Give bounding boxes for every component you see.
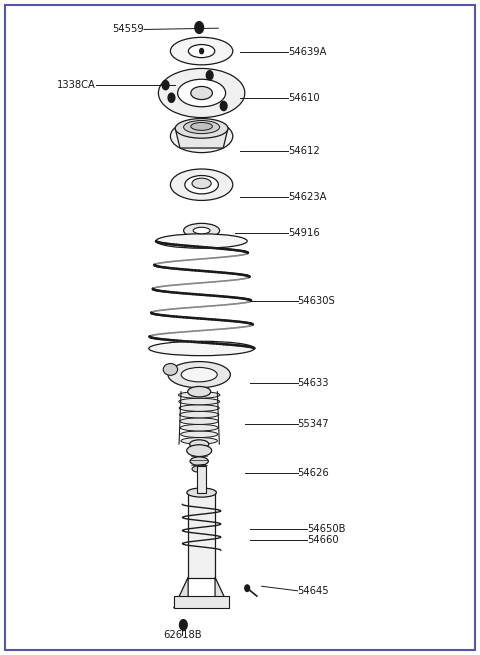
Ellipse shape <box>187 445 212 457</box>
Text: 54559: 54559 <box>112 24 144 35</box>
Polygon shape <box>175 128 228 148</box>
Ellipse shape <box>175 119 228 138</box>
Ellipse shape <box>191 122 212 130</box>
Ellipse shape <box>181 438 217 444</box>
Text: 54610: 54610 <box>288 93 320 103</box>
Circle shape <box>206 71 213 80</box>
Ellipse shape <box>178 79 226 107</box>
Ellipse shape <box>192 466 206 472</box>
Ellipse shape <box>158 69 245 118</box>
Ellipse shape <box>179 405 219 411</box>
Bar <box>188 493 215 578</box>
Text: 54623A: 54623A <box>288 191 326 202</box>
Text: 54645: 54645 <box>298 586 329 596</box>
Circle shape <box>168 93 175 102</box>
Ellipse shape <box>191 86 212 100</box>
Ellipse shape <box>188 386 211 397</box>
Text: 54639A: 54639A <box>288 47 326 58</box>
Polygon shape <box>215 577 229 608</box>
Ellipse shape <box>185 176 218 194</box>
Text: 62618B: 62618B <box>163 630 202 641</box>
Ellipse shape <box>181 367 217 382</box>
Circle shape <box>220 102 227 111</box>
Ellipse shape <box>192 178 211 189</box>
Text: 54630S: 54630S <box>298 296 336 307</box>
Text: 54916: 54916 <box>288 227 320 238</box>
Bar <box>174 596 229 608</box>
Ellipse shape <box>168 362 230 388</box>
Ellipse shape <box>179 392 220 398</box>
Text: 54626: 54626 <box>298 468 329 478</box>
Ellipse shape <box>180 411 219 418</box>
Ellipse shape <box>183 121 220 134</box>
Circle shape <box>162 81 169 90</box>
Polygon shape <box>198 465 205 493</box>
Circle shape <box>195 22 204 33</box>
Ellipse shape <box>190 457 208 465</box>
Ellipse shape <box>156 234 247 248</box>
Ellipse shape <box>187 488 216 497</box>
Ellipse shape <box>170 169 233 200</box>
Text: 55347: 55347 <box>298 419 329 430</box>
Circle shape <box>200 48 204 54</box>
Ellipse shape <box>163 364 178 375</box>
Ellipse shape <box>170 37 233 65</box>
Ellipse shape <box>180 424 218 431</box>
Ellipse shape <box>190 440 209 448</box>
Circle shape <box>180 620 187 630</box>
Ellipse shape <box>180 431 218 438</box>
Text: 54633: 54633 <box>298 378 329 388</box>
Ellipse shape <box>193 227 210 234</box>
Text: 54660: 54660 <box>307 534 339 545</box>
Text: 54650B: 54650B <box>307 524 346 534</box>
Text: 54612: 54612 <box>288 145 320 156</box>
Text: 1338CA: 1338CA <box>57 80 96 90</box>
Ellipse shape <box>180 418 218 424</box>
Ellipse shape <box>183 223 220 238</box>
Polygon shape <box>174 577 188 608</box>
Ellipse shape <box>188 45 215 58</box>
Ellipse shape <box>170 120 233 153</box>
Ellipse shape <box>149 341 254 356</box>
Circle shape <box>245 585 250 591</box>
Bar <box>197 466 206 493</box>
Ellipse shape <box>179 398 219 405</box>
